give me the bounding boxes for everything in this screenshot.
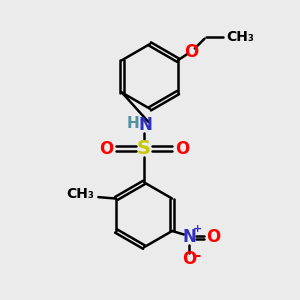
Text: -: - xyxy=(194,248,201,262)
Text: +: + xyxy=(193,224,202,235)
Text: O: O xyxy=(182,250,196,268)
Text: CH₃: CH₃ xyxy=(66,187,94,201)
Text: O: O xyxy=(175,140,190,158)
Text: N: N xyxy=(182,229,196,247)
Text: CH₃: CH₃ xyxy=(226,30,254,44)
Text: O: O xyxy=(99,140,113,158)
Text: H: H xyxy=(127,116,139,131)
Text: O: O xyxy=(184,43,198,61)
Text: O: O xyxy=(207,229,221,247)
Text: S: S xyxy=(137,139,151,158)
Text: N: N xyxy=(139,116,152,134)
